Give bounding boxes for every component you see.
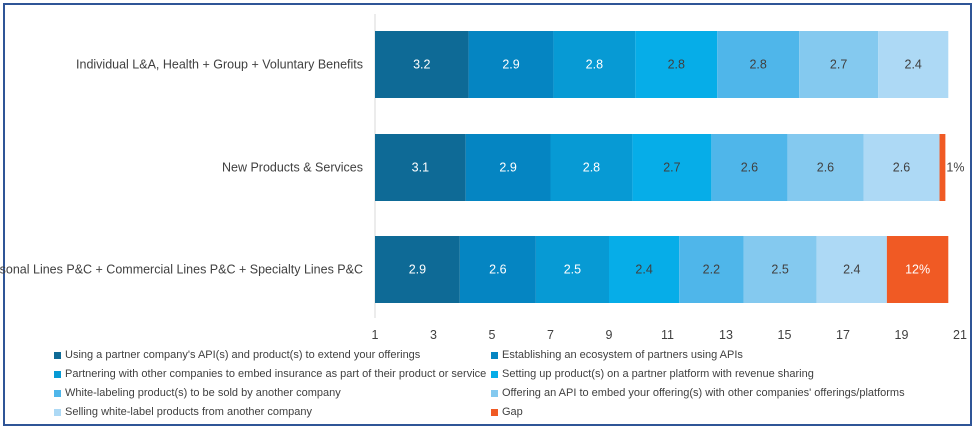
data-label: 12% bbox=[905, 263, 930, 277]
legend-label: Gap bbox=[502, 406, 523, 418]
data-label: 2.4 bbox=[843, 263, 860, 277]
legend-swatch bbox=[491, 370, 498, 378]
bar-segment bbox=[679, 236, 744, 303]
data-label: 2.8 bbox=[668, 58, 685, 72]
legend-swatch bbox=[54, 408, 61, 416]
legend-swatch bbox=[54, 370, 61, 378]
bar-segment bbox=[632, 134, 712, 201]
data-label: 2.6 bbox=[817, 161, 834, 175]
legend-item: Using a partner company's API(s) and pro… bbox=[54, 348, 491, 362]
x-tick-label: 17 bbox=[836, 328, 850, 342]
bar-segment bbox=[878, 31, 949, 98]
legend-item: Offering an API to embed your offering(s… bbox=[491, 386, 928, 400]
x-tick-label: 5 bbox=[489, 328, 496, 342]
bar-segment bbox=[465, 134, 551, 201]
data-label: 2.4 bbox=[905, 58, 922, 72]
category-label: Individual L&A, Health + Group + Volunta… bbox=[76, 58, 363, 72]
x-tick-label: 13 bbox=[719, 328, 733, 342]
data-label: 3.1 bbox=[412, 161, 429, 175]
x-tick-label: 21 bbox=[953, 328, 967, 342]
legend-item: Selling white-label products from anothe… bbox=[54, 405, 491, 419]
data-label: 2.8 bbox=[583, 161, 600, 175]
chart-legend: Using a partner company's API(s) and pro… bbox=[54, 348, 934, 419]
bar-segment bbox=[459, 236, 536, 303]
legend-label: Partnering with other companies to embed… bbox=[65, 368, 487, 380]
legend-swatch bbox=[54, 351, 61, 359]
category-label: Personal Lines P&C + Commercial Lines P&… bbox=[0, 263, 363, 277]
bar-segment bbox=[863, 134, 940, 201]
category-label: New Products & Services bbox=[222, 161, 363, 175]
bar-segment bbox=[939, 134, 946, 201]
legend-label: Setting up product(s) on a partner platf… bbox=[502, 368, 814, 380]
bar-segment bbox=[535, 236, 609, 303]
bar-segment bbox=[375, 134, 466, 201]
legend-label: Using a partner company's API(s) and pro… bbox=[65, 349, 421, 361]
legend-label: White-labeling product(s) to be sold by … bbox=[65, 387, 341, 399]
bar-segment bbox=[609, 236, 680, 303]
bar-segment bbox=[886, 236, 949, 303]
data-label: 2.5 bbox=[771, 263, 788, 277]
data-label: 2.8 bbox=[586, 58, 603, 72]
data-label: 2.6 bbox=[489, 263, 506, 277]
bar-segment bbox=[717, 31, 800, 98]
x-tick-label: 9 bbox=[606, 328, 613, 342]
bar-segment bbox=[553, 31, 636, 98]
data-label: 1% bbox=[946, 161, 964, 175]
bar-segment bbox=[799, 31, 879, 98]
bar-segment bbox=[550, 134, 633, 201]
data-label: 2.9 bbox=[499, 161, 516, 175]
data-label: 2.9 bbox=[409, 263, 426, 277]
data-label: 2.7 bbox=[830, 58, 847, 72]
bar-segment bbox=[375, 31, 469, 98]
data-label: 2.9 bbox=[502, 58, 519, 72]
legend-item: Establishing an ecosystem of partners us… bbox=[491, 348, 928, 362]
data-label: 2.8 bbox=[749, 58, 766, 72]
legend-label: Selling white-label products from anothe… bbox=[65, 406, 313, 418]
x-tick-label: 15 bbox=[778, 328, 792, 342]
data-label: 2.4 bbox=[635, 263, 652, 277]
bar-segment bbox=[816, 236, 887, 303]
legend-label: Establishing an ecosystem of partners us… bbox=[502, 349, 743, 361]
bar-segment bbox=[468, 31, 554, 98]
data-label: 2.7 bbox=[663, 161, 680, 175]
data-label: 2.2 bbox=[703, 263, 720, 277]
data-label: 2.6 bbox=[893, 161, 910, 175]
bar-segment bbox=[375, 236, 460, 303]
data-label: 3.2 bbox=[413, 58, 430, 72]
x-tick-label: 7 bbox=[547, 328, 554, 342]
legend-swatch bbox=[491, 408, 498, 416]
x-tick-label: 19 bbox=[895, 328, 909, 342]
legend-item: Partnering with other companies to embed… bbox=[54, 367, 491, 381]
bar-segment bbox=[743, 236, 817, 303]
legend-item: Setting up product(s) on a partner platf… bbox=[491, 367, 928, 381]
x-tick-label: 3 bbox=[430, 328, 437, 342]
data-label: 2.5 bbox=[564, 263, 581, 277]
data-label: 2.6 bbox=[741, 161, 758, 175]
legend-label: Offering an API to embed your offering(s… bbox=[502, 387, 905, 399]
bar-segment bbox=[787, 134, 864, 201]
bar-segment bbox=[711, 134, 788, 201]
x-tick-label: 11 bbox=[661, 328, 674, 342]
legend-item: White-labeling product(s) to be sold by … bbox=[54, 386, 491, 400]
x-tick-label: 1 bbox=[372, 328, 379, 342]
legend-swatch bbox=[54, 389, 61, 397]
legend-item: Gap bbox=[491, 405, 928, 419]
bar-segment bbox=[635, 31, 718, 98]
legend-swatch bbox=[491, 389, 498, 397]
legend-swatch bbox=[491, 351, 498, 359]
